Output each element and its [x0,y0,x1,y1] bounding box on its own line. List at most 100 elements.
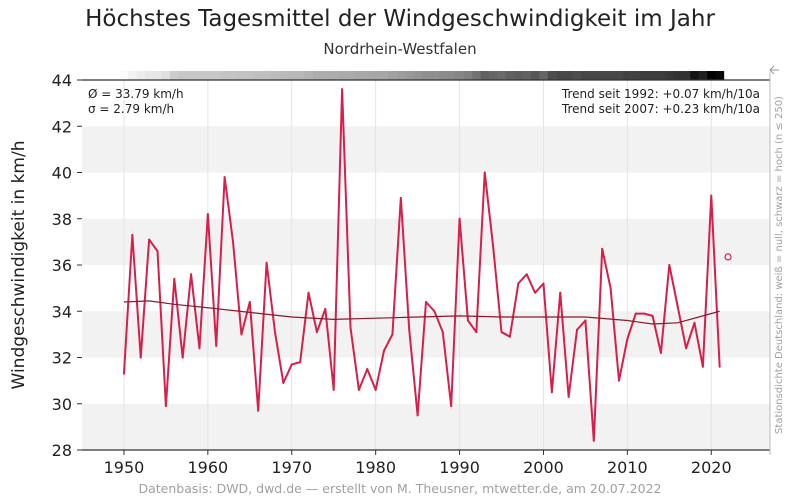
density-cell-2011 [631,71,641,80]
density-cell-1975 [329,71,339,80]
point-2007 [601,247,604,250]
point-1959 [198,347,201,350]
point-2009 [617,379,620,382]
point-1977 [349,326,352,329]
point-2005 [584,319,587,322]
point-1990 [458,217,461,220]
point-1951 [131,233,134,236]
data-series [122,88,721,442]
point-1987 [433,310,436,313]
point-1989 [450,405,453,408]
density-cell-2007 [598,71,607,80]
point-1974 [324,307,327,310]
density-cell-1998 [522,71,532,80]
point-1964 [240,333,243,336]
y-tick-label-32: 32 [52,349,72,368]
density-cell-1959 [195,71,204,80]
density-cell-2014 [656,71,666,80]
point-2008 [609,287,612,290]
density-cell-2008 [606,71,616,80]
density-cell-1968 [270,71,280,80]
density-cell-1988 [438,71,448,80]
point-1997 [517,282,520,285]
density-cell-1972 [304,71,314,80]
y-tick-label-36: 36 [52,256,72,275]
point-2010 [626,338,629,340]
density-cell-1958 [186,71,196,80]
point-1973 [315,331,318,334]
point-1993 [483,171,486,174]
density-cell-1978 [354,71,364,80]
density-cell-1983 [396,71,406,80]
point-1957 [181,356,184,359]
density-cell-2000 [539,71,548,80]
density-cell-1997 [514,71,523,80]
stat-sigma: σ = 2.79 km/h [88,102,174,116]
point-1992 [475,331,478,334]
point-1979 [366,368,369,371]
x-tick-label-1990: 1990 [439,458,480,477]
density-cell-2003 [564,71,574,80]
x-tick-label-1950: 1950 [104,458,145,477]
point-1971 [299,361,302,364]
density-cell-2012 [639,71,649,80]
density-cell-1965 [245,71,255,80]
density-cell-2017 [681,71,691,80]
density-cell-1999 [530,71,540,80]
point-2003 [567,395,570,398]
stat-trend-2007: Trend seit 2007: +0.23 km/h/10a [561,102,760,116]
density-cell-1969 [279,71,288,80]
density-cell-1962 [220,71,230,80]
density-cell-1994 [488,71,498,80]
density-cell-1986 [421,71,431,80]
y-tick-label-44: 44 [52,71,72,90]
density-cell-1990 [455,71,465,80]
x-tick-label-2000: 2000 [523,458,564,477]
point-2019 [701,365,704,368]
density-cell-2019 [698,71,708,80]
y-tick-label-40: 40 [52,164,72,183]
density-cell-1989 [446,71,456,80]
density-cell-2001 [547,71,557,80]
point-2016 [676,305,679,308]
y-tick-label-38: 38 [52,210,72,229]
data-points [122,88,732,442]
density-cell-2016 [673,71,683,80]
point-2001 [550,391,553,394]
density-cell-1961 [212,71,221,80]
gridlines [123,80,712,450]
y-axis-label: Windgeschwindigkeit in km/h [9,141,29,390]
point-1980 [374,388,377,391]
density-cell-1993 [480,71,490,80]
point-2002 [559,291,562,294]
density-cell-1991 [463,71,473,80]
density-cell-1982 [388,71,397,80]
x-tick-label-1980: 1980 [355,458,396,477]
density-cell-1953 [144,71,154,80]
y-tick-label-42: 42 [52,117,72,136]
density-cell-1980 [371,71,381,80]
point-2004 [576,328,579,331]
density-cell-2009 [614,71,624,80]
density-cell-1984 [405,71,414,80]
point-1994 [492,245,495,248]
point-1966 [257,409,260,412]
right-axis-label: Stationsdichte Deutschland: weiß = null,… [774,96,785,434]
density-cell-1971 [295,71,305,80]
point-1950 [122,372,125,375]
band-28 [82,403,770,450]
point-2000 [542,282,545,285]
point-1978 [357,388,360,391]
point-1986 [425,301,427,303]
point-1956 [173,277,176,280]
point-1958 [190,273,193,276]
density-cell-1970 [287,71,297,80]
point-1953 [148,238,151,241]
point-2014 [659,351,662,354]
chart-subtitle: Nordrhein-Westfalen [323,40,477,58]
background-bands [82,126,770,450]
density-cell-1979 [363,71,372,80]
stat-mean: Ø = 33.79 km/h [88,87,184,101]
point-provisional-2022 [724,253,732,261]
x-tick-label-2020: 2020 [691,458,732,477]
